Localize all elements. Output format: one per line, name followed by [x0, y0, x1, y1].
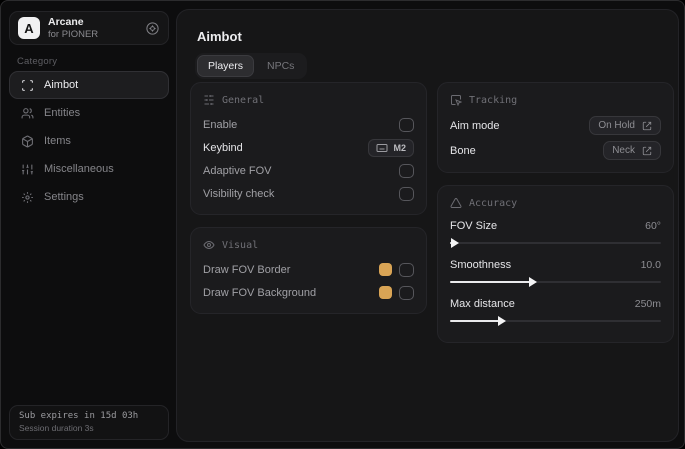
setting-label: Draw FOV Border: [203, 263, 291, 276]
panel-general-header: General: [203, 94, 414, 106]
column-left: General Enable Keybind: [190, 82, 427, 326]
sliders-horizontal-icon: [203, 94, 215, 106]
slider-value: 250m: [634, 298, 661, 310]
setting-row-fov-background: Draw FOV Background: [203, 281, 414, 304]
fov-border-checkbox[interactable]: [399, 262, 414, 277]
tab-players[interactable]: Players: [197, 55, 255, 77]
slider-max-distance: Max distance 250m: [450, 294, 661, 326]
subscription-card: Sub expires in 15d 03h Session duration …: [9, 405, 169, 440]
fov-background-checkbox[interactable]: [399, 285, 414, 300]
panel-accuracy-header: Accuracy: [450, 197, 661, 209]
keybind-value: M2: [393, 142, 406, 153]
setting-label: Enable: [203, 118, 238, 131]
gear-circle-icon[interactable]: [145, 21, 160, 36]
fov-border-color-swatch[interactable]: [379, 263, 392, 276]
panel-visual-header: Visual: [203, 239, 414, 251]
enable-checkbox[interactable]: [399, 117, 414, 132]
category-label: Category: [17, 56, 58, 67]
slider-value: 60°: [645, 220, 661, 232]
tab-npcs[interactable]: NPCs: [267, 60, 295, 72]
visibility-check-checkbox[interactable]: [399, 186, 414, 201]
setting-row-visibility-check: Visibility check: [203, 182, 414, 205]
sidebar-item-label: Aimbot: [44, 79, 79, 91]
aim-mode-dropdown[interactable]: On Hold: [589, 116, 661, 135]
setting-row-aim-mode: Aim mode On Hold: [450, 113, 661, 138]
panel-tracking: Tracking Aim mode On Hold: [437, 82, 674, 173]
square-pointer-icon: [450, 94, 462, 106]
setting-label: Aim mode: [450, 119, 500, 132]
panel-title: General: [222, 94, 265, 106]
brand-card: A Arcane for PIONER: [9, 11, 169, 45]
brand-name: Arcane: [48, 16, 84, 28]
sidebar-item-settings[interactable]: Settings: [9, 183, 169, 211]
fov-size-slider[interactable]: [450, 238, 661, 248]
slider-smoothness: Smoothness 10.0: [450, 255, 661, 287]
setting-label: Keybind: [203, 141, 243, 154]
sidebar-item-miscellaneous[interactable]: Miscellaneous: [9, 155, 169, 183]
slider-value: 10.0: [640, 259, 661, 271]
box-icon: [21, 135, 34, 148]
slider-label: Smoothness: [450, 259, 512, 271]
sidebar-menu: Aimbot Entities Items: [9, 71, 169, 211]
session-duration-text: Session duration 3s: [19, 423, 94, 433]
app-logo: A: [18, 17, 40, 39]
slider-thumb[interactable]: [529, 277, 538, 287]
setting-label: Visibility check: [203, 187, 275, 200]
keybind-button[interactable]: M2: [368, 138, 414, 157]
slider-thumb[interactable]: [451, 238, 460, 248]
panel-title: Visual: [222, 239, 259, 251]
slider-thumb[interactable]: [497, 316, 506, 326]
panel-visual: Visual Draw FOV Border Draw FOV Backgrou…: [190, 227, 427, 314]
main-content: Aimbot Players NPCs General: [176, 9, 679, 442]
slider-fov-size: FOV Size 60°: [450, 216, 661, 248]
sidebar-item-label: Miscellaneous: [44, 163, 114, 175]
slider-label: FOV Size: [450, 220, 498, 232]
panel-general: General Enable Keybind: [190, 82, 427, 215]
page-title: Aimbot: [197, 29, 242, 44]
setting-row-adaptive-fov: Adaptive FOV: [203, 159, 414, 182]
triangle-icon: [450, 197, 462, 209]
sidebar-item-label: Items: [44, 135, 71, 147]
sidebar-item-label: Settings: [44, 191, 84, 203]
sidebar-item-label: Entities: [44, 107, 81, 119]
expand-icon: [642, 146, 652, 156]
fov-background-color-swatch[interactable]: [379, 286, 392, 299]
sidebar-item-aimbot[interactable]: Aimbot: [9, 71, 169, 99]
setting-row-enable: Enable: [203, 113, 414, 136]
sidebar: A Arcane for PIONER Category: [1, 1, 176, 448]
panel-title: Accuracy: [469, 197, 518, 209]
panel-accuracy: Accuracy FOV Size 60° Smoothne: [437, 185, 674, 343]
sub-expiry-text: Sub expires in 15d 03h: [19, 411, 139, 421]
setting-row-keybind: Keybind M2: [203, 136, 414, 159]
users-icon: [21, 107, 34, 120]
gear-icon: [21, 191, 34, 204]
smoothness-slider[interactable]: [450, 277, 661, 287]
setting-label: Adaptive FOV: [203, 164, 272, 177]
brand-subtitle: for PIONER: [48, 29, 99, 40]
eye-icon: [203, 239, 215, 251]
keyboard-icon: [376, 142, 388, 154]
brand-text: Arcane for PIONER: [48, 16, 98, 40]
panel-title: Tracking: [469, 94, 518, 106]
panel-tracking-header: Tracking: [450, 94, 661, 106]
dropdown-value: On Hold: [598, 120, 635, 131]
sliders-vertical-icon: [21, 163, 34, 176]
bone-dropdown[interactable]: Neck: [603, 141, 661, 160]
setting-label: Draw FOV Background: [203, 286, 317, 299]
column-right: Tracking Aim mode On Hold: [437, 82, 674, 355]
dropdown-value: Neck: [612, 145, 635, 156]
setting-label: Bone: [450, 144, 476, 157]
tab-bar: Players NPCs: [195, 53, 308, 79]
slider-label: Max distance: [450, 298, 515, 310]
sidebar-item-items[interactable]: Items: [9, 127, 169, 155]
setting-row-fov-border: Draw FOV Border: [203, 258, 414, 281]
sidebar-item-entities[interactable]: Entities: [9, 99, 169, 127]
adaptive-fov-checkbox[interactable]: [399, 163, 414, 178]
max-distance-slider[interactable]: [450, 316, 661, 326]
expand-icon: [642, 121, 652, 131]
setting-row-bone: Bone Neck: [450, 138, 661, 163]
scan-crosshair-icon: [21, 79, 34, 92]
